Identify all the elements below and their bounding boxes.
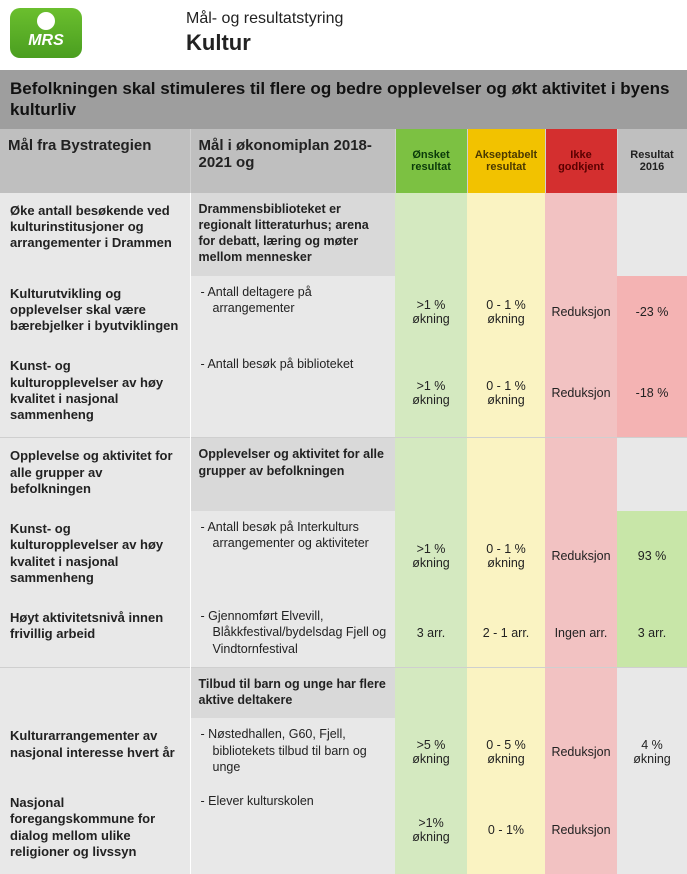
goal-label: Kunst- og kulturopplevelser av høy kvali… — [0, 511, 190, 600]
table-row: Kulturarrangementer av nasjonal interess… — [0, 718, 687, 785]
cell-result: 93 % — [617, 511, 687, 600]
cell-yellow — [467, 438, 545, 511]
page-subtitle: Mål- og resultatstyring — [186, 10, 677, 28]
goal-label: Kulturutvikling og opplevelser skal være… — [0, 276, 190, 349]
table-row: Kulturutvikling og opplevelser skal være… — [0, 276, 687, 349]
cell-green — [395, 438, 467, 511]
cell-red: Reduksjon — [545, 511, 617, 600]
section-heading: Drammensbiblioteket er regionalt littera… — [190, 193, 395, 276]
indicator-label: Gjennomført Elvevill, Blåkkfestival/byde… — [190, 600, 395, 667]
col-ikke-godkjent: Ikke godkjent — [545, 129, 617, 193]
cell-red — [545, 438, 617, 511]
cell-result — [617, 667, 687, 718]
cell-red — [545, 667, 617, 718]
cell-green — [395, 667, 467, 718]
cell-yellow: 0 - 5 % økning — [467, 718, 545, 785]
col-bystrategi: Mål fra Bystrategien — [0, 129, 190, 193]
table-row: Tilbud til barn og unge har flere aktive… — [0, 667, 687, 718]
cell-yellow: 0 - 1 % økning — [467, 511, 545, 600]
table-row: Høyt aktivitetsnivå innen frivillig arbe… — [0, 600, 687, 667]
cell-result: 3 arr. — [617, 600, 687, 667]
mrs-logo: MRS — [10, 8, 82, 58]
col-okonomiplan: Mål i økonomiplan 2018-2021 og — [190, 129, 395, 193]
cell-red: Ingen arr. — [545, 600, 617, 667]
cell-green: >5 % økning — [395, 718, 467, 785]
goal-label: Kulturarrangementer av nasjonal interess… — [0, 718, 190, 785]
cell-result — [617, 438, 687, 511]
goal-label: Øke antall besøkende ved kulturinstitusj… — [0, 193, 190, 276]
cell-red: Reduksjon — [545, 718, 617, 785]
section-heading: Opplevelser og aktivitet for alle gruppe… — [190, 438, 395, 511]
cell-green: 3 arr. — [395, 600, 467, 667]
cell-yellow: 2 - 1 arr. — [467, 600, 545, 667]
indicator-label: Antall deltagere på arrangementer — [190, 276, 395, 349]
cell-yellow — [467, 193, 545, 276]
cell-result: -18 % — [617, 348, 687, 438]
cell-red: Reduksjon — [545, 348, 617, 438]
cell-result: 4 % økning — [617, 718, 687, 785]
col-akseptabelt: Akseptabelt resultat — [467, 129, 545, 193]
cell-green: >1% økning — [395, 785, 467, 874]
table-row: Opplevelse og aktivitet for alle grupper… — [0, 438, 687, 511]
goal-label: Nasjonal foregangskommune for dialog mel… — [0, 785, 190, 874]
page-header: MRS Mål- og resultatstyring Kultur — [0, 0, 687, 70]
table-row: Kunst- og kulturopplevelser av høy kvali… — [0, 511, 687, 600]
cell-green: >1 % økning — [395, 511, 467, 600]
cell-green: >1 % økning — [395, 348, 467, 438]
col-onsket: Ønsket resultat — [395, 129, 467, 193]
cell-result — [617, 193, 687, 276]
cell-yellow: 0 - 1% — [467, 785, 545, 874]
indicator-label: Nøstedhallen, G60, Fjell, bibliotekets t… — [190, 718, 395, 785]
table-row: Øke antall besøkende ved kulturinstitusj… — [0, 193, 687, 276]
indicator-label: Antall besøk på Interkulturs arrangement… — [190, 511, 395, 600]
kpi-table: Mål fra Bystrategien Mål i økonomiplan 2… — [0, 129, 687, 874]
table-header-row: Mål fra Bystrategien Mål i økonomiplan 2… — [0, 129, 687, 193]
cell-red: Reduksjon — [545, 785, 617, 874]
goal-banner: Befolkningen skal stimuleres til flere o… — [0, 70, 687, 129]
goal-label: Høyt aktivitetsnivå innen frivillig arbe… — [0, 600, 190, 667]
cell-yellow — [467, 667, 545, 718]
cell-yellow: 0 - 1 % økning — [467, 348, 545, 438]
cell-red — [545, 193, 617, 276]
goal-label: Opplevelse og aktivitet for alle grupper… — [0, 438, 190, 511]
goal-label — [0, 667, 190, 718]
cell-result — [617, 785, 687, 874]
indicator-label: Antall besøk på biblioteket — [190, 348, 395, 438]
cell-result: -23 % — [617, 276, 687, 349]
title-block: Mål- og resultatstyring Kultur — [96, 10, 677, 56]
logo-text: MRS — [28, 32, 64, 50]
table-row: Nasjonal foregangskommune for dialog mel… — [0, 785, 687, 874]
cell-green: >1 % økning — [395, 276, 467, 349]
col-resultat: Resultat 2016 — [617, 129, 687, 193]
table-row: Kunst- og kulturopplevelser av høy kvali… — [0, 348, 687, 438]
cell-green — [395, 193, 467, 276]
indicator-label: Elever kulturskolen — [190, 785, 395, 874]
cell-yellow: 0 - 1 % økning — [467, 276, 545, 349]
page-title: Kultur — [186, 30, 677, 56]
goal-label: Kunst- og kulturopplevelser av høy kvali… — [0, 348, 190, 438]
cell-red: Reduksjon — [545, 276, 617, 349]
section-heading: Tilbud til barn og unge har flere aktive… — [190, 667, 395, 718]
